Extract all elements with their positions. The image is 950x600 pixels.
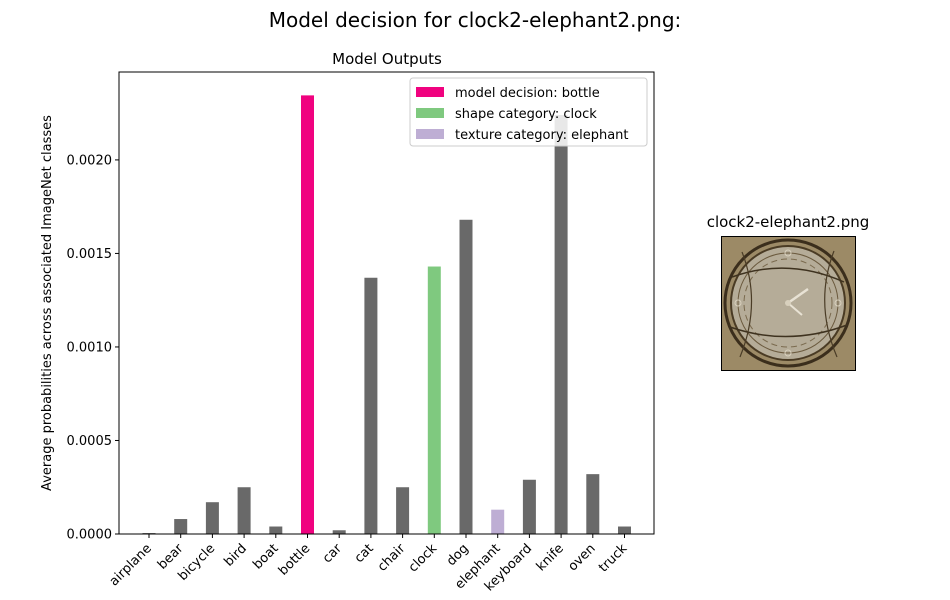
x-tick-label-car: car [320, 541, 346, 567]
chart-title: Model Outputs [332, 50, 442, 68]
bar-knife [554, 115, 568, 535]
y-tick-label: 0.0010 [67, 340, 113, 355]
x-tick-label-bird: bird [221, 541, 249, 569]
y-tick-label: 0.0000 [67, 528, 113, 543]
legend-label-decision: model decision: bottle [455, 86, 600, 101]
bar-bicycle [205, 502, 219, 534]
bar-boat [269, 526, 283, 534]
x-tick-label-truck: truck [596, 541, 631, 576]
y-tick-label: 0.0020 [67, 153, 113, 168]
x-tick-label-dog: dog [444, 541, 472, 569]
thumbnail-title: clock2-elephant2.png [706, 213, 870, 231]
y-tick-label: 0.0015 [67, 247, 113, 262]
y-axis-label: Average probabilities across associated … [40, 115, 55, 491]
plot-frame [118, 71, 655, 535]
bar-oven [586, 474, 600, 534]
bar-dog [459, 219, 473, 534]
x-tick-label-clock: clock [406, 541, 441, 576]
bar-elephant [491, 509, 505, 534]
x-tick-label-oven: oven [565, 541, 598, 574]
x-tick-label-knife: knife [534, 541, 567, 574]
stimulus-image [721, 236, 856, 371]
x-tick-label-airplane: airplane [107, 541, 155, 589]
bar-bird [237, 487, 251, 534]
bar-keyboard [522, 479, 536, 534]
bar-bear [174, 519, 188, 534]
legend: model decision: bottle shape category: cl… [409, 77, 648, 147]
legend-swatch-texture [416, 129, 444, 139]
legend-label-shape: shape category: clock [455, 107, 597, 122]
legend-box [409, 77, 648, 147]
bar-clock [427, 266, 441, 534]
x-tick-label-chair: chair [375, 541, 409, 575]
figure-title: Model decision for clock2-elephant2.png: [268, 8, 682, 32]
bar-cat [364, 277, 378, 534]
x-tick-label-cat: cat [352, 541, 377, 566]
x-tick-label-bottle: bottle [276, 541, 313, 578]
y-tick-label: 0.0005 [67, 434, 113, 449]
legend-swatch-decision [416, 87, 444, 97]
clock-texture-graphic [722, 237, 855, 370]
bar-truck [618, 526, 631, 534]
bar-car [332, 530, 346, 534]
bar-bottle [301, 95, 314, 535]
bar-chair [396, 487, 410, 534]
legend-label-texture: texture category: elephant [455, 128, 629, 143]
legend-swatch-shape [416, 108, 444, 118]
